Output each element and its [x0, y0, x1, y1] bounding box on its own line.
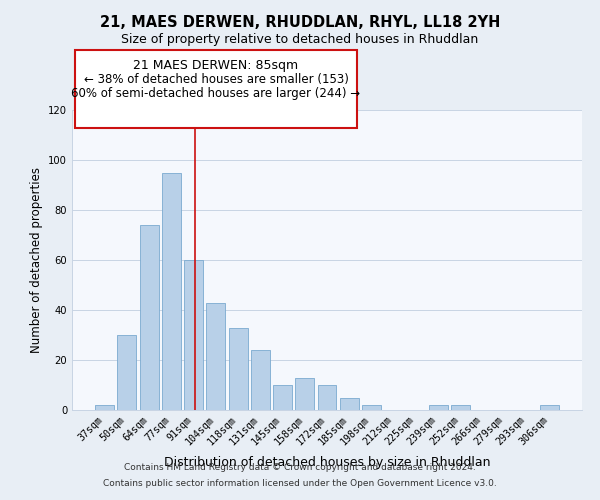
- Bar: [229, 328, 248, 410]
- Text: Contains HM Land Registry data © Crown copyright and database right 2024.: Contains HM Land Registry data © Crown c…: [124, 464, 476, 472]
- Bar: [451, 405, 470, 410]
- Text: 21, MAES DERWEN, RHUDDLAN, RHYL, LL18 2YH: 21, MAES DERWEN, RHUDDLAN, RHYL, LL18 2Y…: [100, 15, 500, 30]
- Bar: [140, 225, 158, 410]
- Bar: [251, 350, 270, 410]
- Bar: [540, 405, 559, 410]
- Bar: [184, 260, 203, 410]
- Bar: [429, 405, 448, 410]
- Bar: [118, 335, 136, 410]
- Text: ← 38% of detached houses are smaller (153): ← 38% of detached houses are smaller (15…: [83, 74, 349, 86]
- Bar: [273, 385, 292, 410]
- Y-axis label: Number of detached properties: Number of detached properties: [29, 167, 43, 353]
- Text: 60% of semi-detached houses are larger (244) →: 60% of semi-detached houses are larger (…: [71, 86, 361, 100]
- X-axis label: Distribution of detached houses by size in Rhuddlan: Distribution of detached houses by size …: [164, 456, 490, 468]
- Bar: [206, 302, 225, 410]
- Text: Size of property relative to detached houses in Rhuddlan: Size of property relative to detached ho…: [121, 32, 479, 46]
- Bar: [295, 378, 314, 410]
- Bar: [162, 172, 181, 410]
- Bar: [95, 405, 114, 410]
- Bar: [340, 398, 359, 410]
- Bar: [362, 405, 381, 410]
- Bar: [317, 385, 337, 410]
- Text: Contains public sector information licensed under the Open Government Licence v3: Contains public sector information licen…: [103, 478, 497, 488]
- Text: 21 MAES DERWEN: 85sqm: 21 MAES DERWEN: 85sqm: [133, 58, 299, 71]
